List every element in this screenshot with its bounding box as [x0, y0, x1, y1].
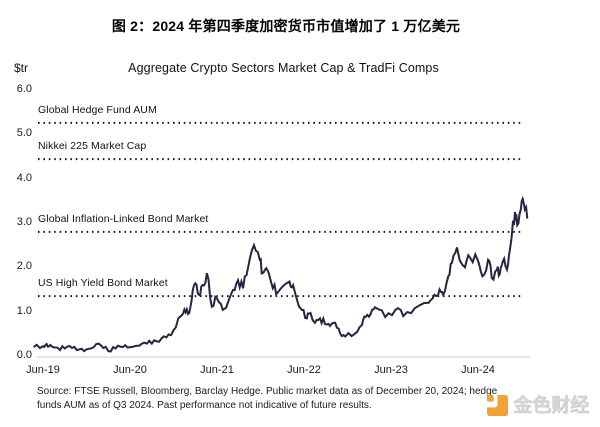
y-tick-label: 6.0	[16, 83, 32, 96]
y-tick-label: 1.0	[16, 304, 32, 317]
chart-title: Aggregate Crypto Sectors Market Cap & Tr…	[128, 61, 439, 75]
source-note-line2: funds AUM as of Q3 2024. Past performanc…	[37, 400, 372, 411]
x-tick-label: Jun-20	[113, 364, 147, 376]
jinse-logo-icon	[486, 394, 509, 417]
x-tick-label: Jun-21	[200, 364, 234, 376]
figure-title: 图 2：2024 年第四季度加密货币市值增加了 1 万亿美元	[111, 18, 461, 34]
reference-line-label: Global Inflation-Linked Bond Market	[38, 212, 209, 225]
y-tick-label: 3.0	[16, 216, 32, 228]
source-note: Source: FTSE Russell, Bloomberg, Barclay…	[37, 385, 567, 413]
source-note-line1: Source: FTSE Russell, Bloomberg, Barclay…	[37, 386, 498, 397]
watermark-text: 金色财经	[513, 394, 590, 416]
reference-line-label: US High Yield Bond Market	[38, 277, 168, 290]
y-tick-label: 2.0	[16, 260, 32, 273]
x-tick-label: Jun-19	[26, 364, 60, 376]
x-tick-label: Jun-22	[287, 364, 321, 376]
y-tick-label: 0.0	[16, 349, 32, 361]
y-tick-label: 4.0	[16, 171, 32, 184]
reference-line-label: Nikkei 225 Market Cap	[38, 140, 147, 153]
watermark: 金色财经	[486, 394, 589, 417]
crypto-market-cap-line	[33, 195, 529, 353]
reference-line-label: Global Hedge Fund AUM	[38, 103, 157, 116]
x-tick-label: Jun-23	[374, 364, 408, 376]
y-tick-label: 5.0	[16, 127, 32, 140]
y-axis-unit-label: $tr	[14, 61, 29, 75]
x-tick-label: Jun-24	[461, 364, 495, 376]
